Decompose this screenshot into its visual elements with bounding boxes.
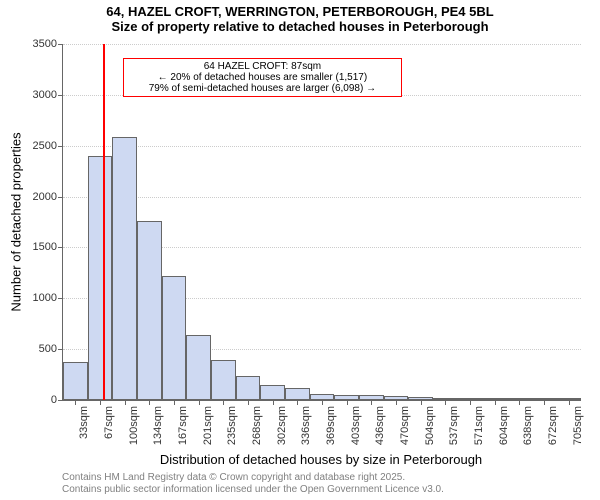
histogram-bar <box>260 385 285 400</box>
y-tick-label: 0 <box>51 394 63 406</box>
x-tick-label: 537sqm <box>448 406 460 445</box>
grid-line <box>63 197 581 198</box>
histogram-bar <box>112 137 137 400</box>
title-line-1: 64, HAZEL CROFT, WERRINGTON, PETERBOROUG… <box>0 0 600 19</box>
chart-container: 64, HAZEL CROFT, WERRINGTON, PETERBOROUG… <box>0 0 600 500</box>
x-axis-label: Distribution of detached houses by size … <box>160 452 482 467</box>
annotation-box: 64 HAZEL CROFT: 87sqm← 20% of detached h… <box>123 58 403 97</box>
x-tick-label: 100sqm <box>128 406 140 445</box>
x-tick-mark <box>174 400 175 405</box>
x-tick-label: 302sqm <box>276 406 288 445</box>
y-tick-label: 1000 <box>33 292 63 304</box>
x-tick-mark <box>322 400 323 405</box>
histogram-bar <box>88 156 113 400</box>
x-tick-label: 369sqm <box>325 406 337 445</box>
x-tick-label: 436sqm <box>374 406 386 445</box>
reference-line <box>103 44 105 400</box>
y-tick-label: 2500 <box>33 140 63 152</box>
x-tick-label: 470sqm <box>399 406 411 445</box>
plot-area: 050010001500200025003000350033sqm67sqm10… <box>62 44 581 401</box>
y-tick-label: 500 <box>39 343 63 355</box>
x-tick-mark <box>445 400 446 405</box>
y-axis-label: Number of detached properties <box>9 132 24 311</box>
histogram-bar <box>63 362 88 400</box>
x-tick-mark <box>519 400 520 405</box>
title-line-2: Size of property relative to detached ho… <box>0 19 600 34</box>
x-tick-label: 201sqm <box>202 406 214 445</box>
annotation-line: 64 HAZEL CROFT: 87sqm <box>128 61 398 72</box>
x-tick-label: 67sqm <box>103 406 115 439</box>
x-tick-mark <box>495 400 496 405</box>
x-tick-mark <box>248 400 249 405</box>
x-tick-mark <box>75 400 76 405</box>
x-tick-mark <box>569 400 570 405</box>
x-tick-mark <box>223 400 224 405</box>
histogram-bar <box>211 360 236 400</box>
x-tick-mark <box>199 400 200 405</box>
x-tick-mark <box>100 400 101 405</box>
grid-line <box>63 44 581 45</box>
x-tick-mark <box>544 400 545 405</box>
x-tick-label: 336sqm <box>300 406 312 445</box>
x-tick-label: 33sqm <box>78 406 90 439</box>
x-tick-label: 604sqm <box>498 406 510 445</box>
histogram-bar <box>236 376 261 400</box>
x-tick-mark <box>273 400 274 405</box>
footer-line-1: Contains HM Land Registry data © Crown c… <box>62 472 405 483</box>
x-tick-mark <box>297 400 298 405</box>
x-tick-label: 134sqm <box>152 406 164 445</box>
x-tick-label: 504sqm <box>424 406 436 445</box>
histogram-bar <box>285 388 310 400</box>
x-tick-mark <box>470 400 471 405</box>
x-tick-label: 167sqm <box>177 406 189 445</box>
x-tick-label: 235sqm <box>226 406 238 445</box>
grid-line <box>63 146 581 147</box>
x-tick-mark <box>421 400 422 405</box>
x-tick-label: 403sqm <box>350 406 362 445</box>
annotation-line: ← 20% of detached houses are smaller (1,… <box>128 72 398 83</box>
histogram-bar <box>186 335 211 400</box>
x-tick-label: 571sqm <box>473 406 485 445</box>
histogram-bar <box>137 221 162 400</box>
y-tick-label: 3500 <box>33 38 63 50</box>
y-tick-label: 3000 <box>33 89 63 101</box>
footer-line-2: Contains public sector information licen… <box>62 484 444 495</box>
histogram-bar <box>162 276 187 400</box>
x-tick-mark <box>125 400 126 405</box>
x-tick-mark <box>149 400 150 405</box>
x-tick-label: 672sqm <box>547 406 559 445</box>
x-tick-mark <box>371 400 372 405</box>
x-tick-mark <box>396 400 397 405</box>
x-tick-label: 638sqm <box>522 406 534 445</box>
annotation-line: 79% of semi-detached houses are larger (… <box>128 83 398 94</box>
y-tick-label: 2000 <box>33 191 63 203</box>
x-tick-label: 705sqm <box>572 406 584 445</box>
x-tick-label: 268sqm <box>251 406 263 445</box>
y-tick-label: 1500 <box>33 241 63 253</box>
x-tick-mark <box>347 400 348 405</box>
